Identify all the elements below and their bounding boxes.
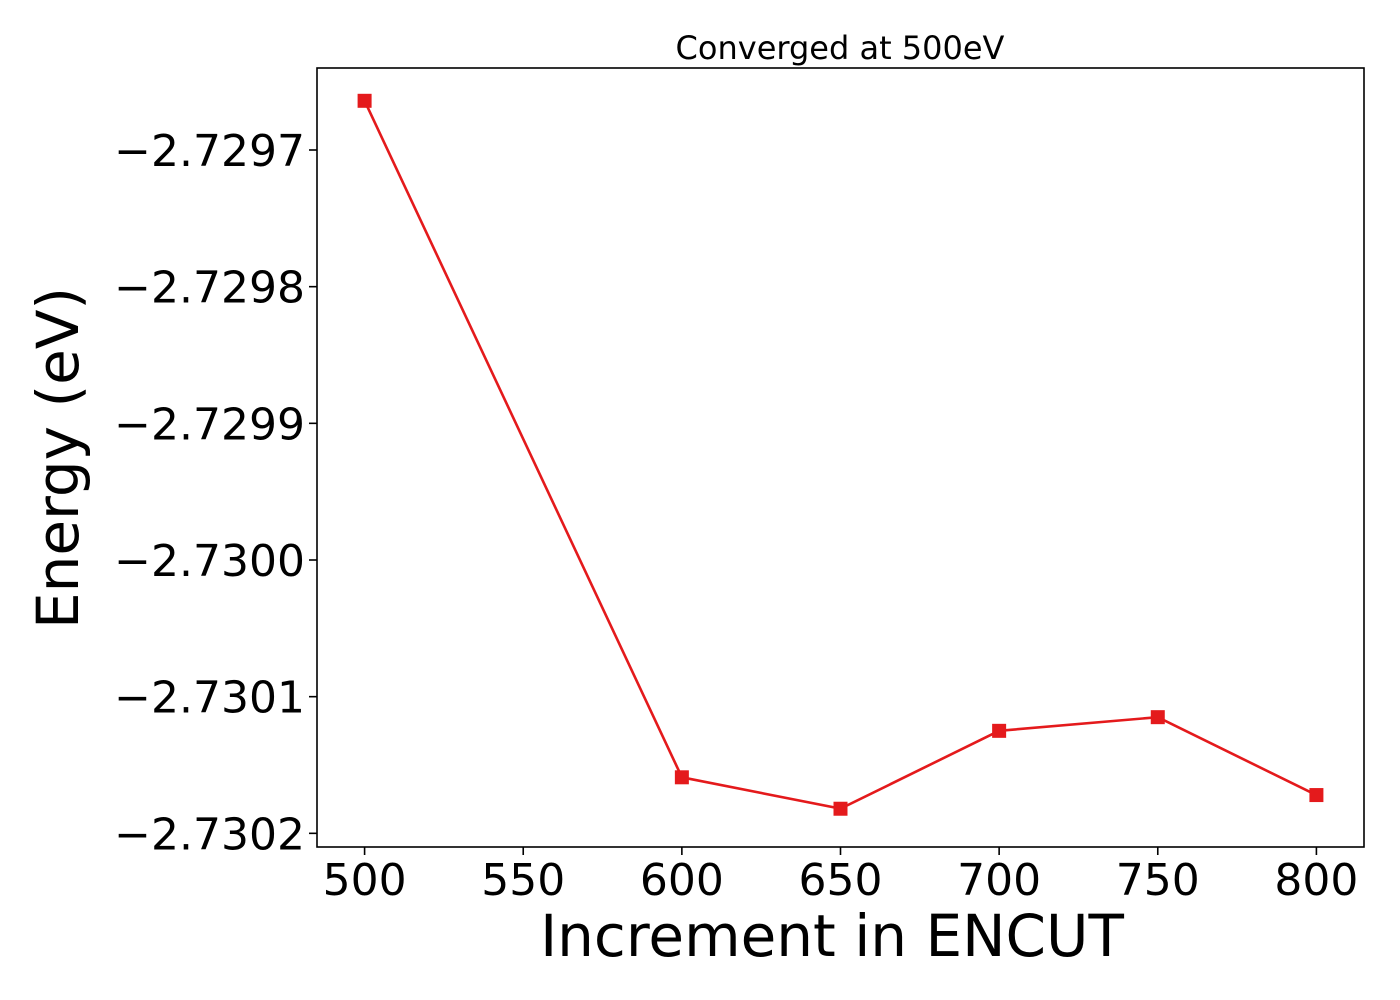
series-line [363,100,1317,811]
x-tick-label: 800 [1274,855,1358,906]
plot-area-frame [316,67,1365,848]
x-tick-label: 550 [481,855,565,906]
chart-title: Converged at 500eV [676,29,1005,67]
y-axis-label: Energy (eV) [24,287,92,629]
series-layer [357,93,1324,816]
y-tick-label: −2.7299 [114,399,305,450]
x-tick-label: 650 [799,855,883,906]
y-tick-label: −2.7302 [114,809,305,860]
y-tick-label: −2.7297 [114,126,305,177]
data-point-marker [1309,788,1324,803]
y-axis-ticks: −2.7297 −2.7298 −2.7299 −2.7300 −2.7301 −2.73… [114,126,317,860]
y-tick-label: −2.7301 [114,673,305,724]
data-point-marker [992,723,1007,738]
x-tick-label: 700 [957,855,1041,906]
data-point-marker [1150,710,1165,725]
data-point-marker [833,801,848,816]
x-tick-label: 500 [323,855,407,906]
x-axis-ticks: 500 550 600 650 700 750 800 [323,847,1358,906]
x-tick-label: 600 [640,855,724,906]
x-tick-label: 750 [1116,855,1200,906]
data-point-marker [357,93,372,108]
data-point-marker [674,770,689,785]
y-tick-label: −2.7300 [114,536,305,587]
y-tick-label: −2.7298 [114,263,305,314]
x-axis-label: Increment in ENCUT [540,902,1124,970]
